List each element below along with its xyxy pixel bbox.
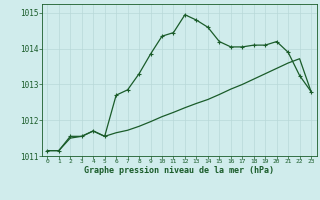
X-axis label: Graphe pression niveau de la mer (hPa): Graphe pression niveau de la mer (hPa) xyxy=(84,166,274,175)
